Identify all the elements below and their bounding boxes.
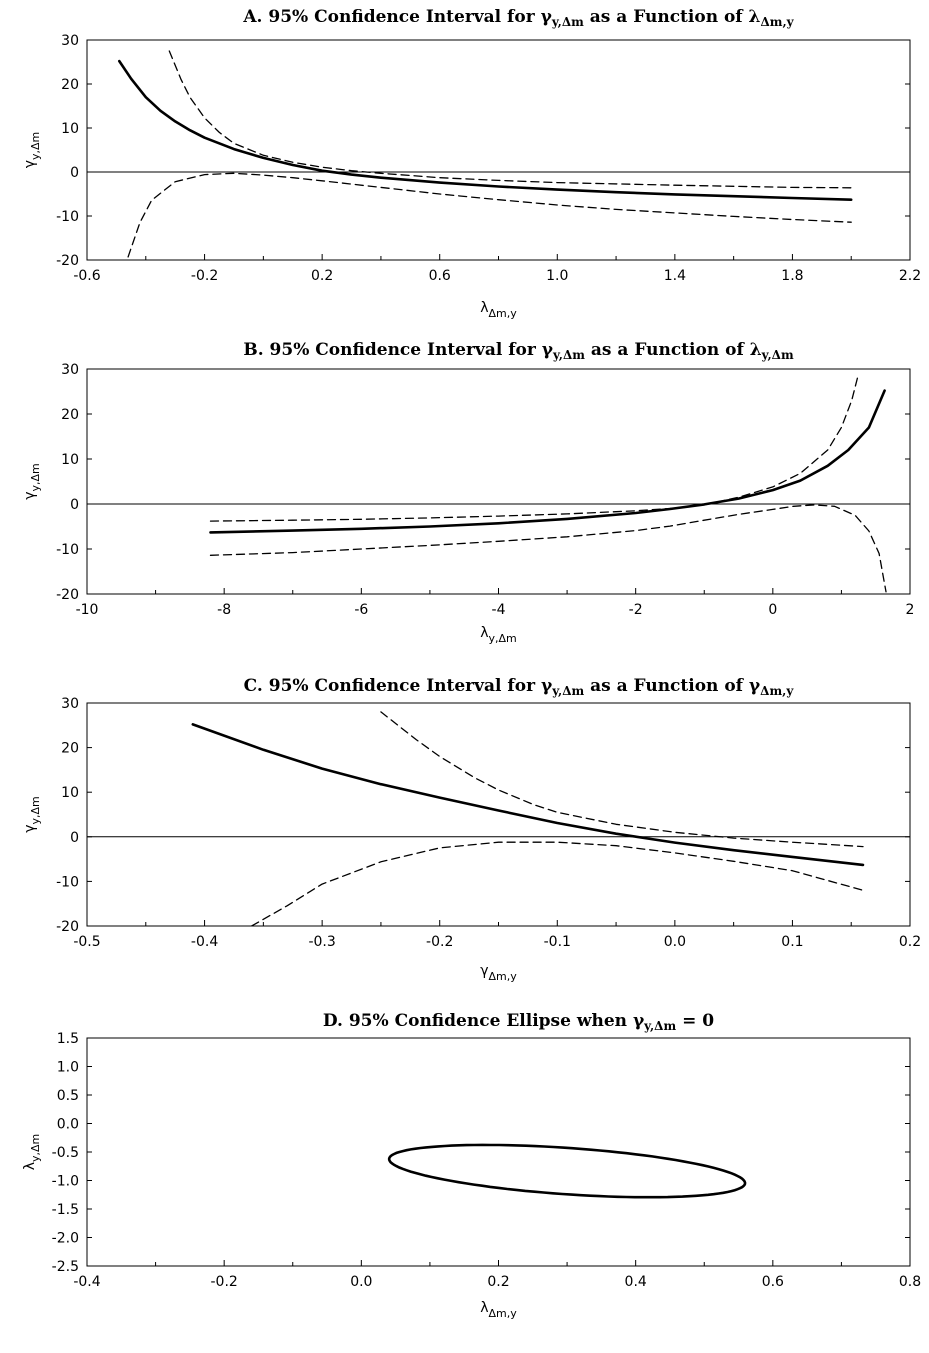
y-axis-label-a: γy,Δm xyxy=(22,132,42,169)
y-tick-label: -2.0 xyxy=(52,1231,79,1247)
x-tick-label: 1.8 xyxy=(781,268,803,284)
y-tick-label: -1.0 xyxy=(52,1174,79,1190)
y-tick-label: -20 xyxy=(56,253,79,269)
y-axis-label-d: λy,Δm xyxy=(22,1134,42,1171)
estimate-line-b-0 xyxy=(209,389,886,534)
chart-title-c: C. 95% Confidence Interval for γy,Δm​ as… xyxy=(244,676,795,698)
y-tick-label: 20 xyxy=(61,77,79,93)
estimate-line-a-0 xyxy=(118,59,853,201)
x-tick-label: 0 xyxy=(768,602,777,618)
plot-frame-c xyxy=(86,702,911,927)
confidence-bound-line-a-2 xyxy=(127,172,852,258)
panel-a: A. 95% Confidence Interval for γy,Δm​ as… xyxy=(0,0,929,325)
chart-c: C. 95% Confidence Interval for γy,Δm​ as… xyxy=(22,676,921,983)
y-tick-label: 0 xyxy=(70,497,79,513)
x-axis-label-d: λΔm,y xyxy=(480,1300,517,1320)
y-axis-label-b: γy,Δm xyxy=(22,463,42,500)
y-tick-label: 1.5 xyxy=(57,1031,79,1047)
confidence-bound-line-c-2 xyxy=(250,841,864,926)
chart-title-b: B. 95% Confidence Interval for γy,Δm​ as… xyxy=(243,340,794,362)
x-tick-label: -10 xyxy=(76,602,99,618)
y-tick-label: 10 xyxy=(61,121,79,137)
x-tick-label: -2 xyxy=(629,602,643,618)
x-tick-label: -0.2 xyxy=(191,268,218,284)
x-tick-label: 2.2 xyxy=(899,268,921,284)
x-tick-label: -0.4 xyxy=(191,934,218,950)
confidence-bound-line-b-2 xyxy=(209,504,887,593)
x-tick-label: 0.0 xyxy=(350,1274,372,1290)
y-tick-label: -20 xyxy=(56,587,79,603)
y-tick-label: 1.0 xyxy=(57,1060,79,1076)
y-tick-label: 30 xyxy=(61,33,79,49)
x-axis-label-c: γΔm,y xyxy=(480,963,517,983)
x-tick-label: 0.8 xyxy=(899,1274,921,1290)
x-tick-label: 0.6 xyxy=(429,268,451,284)
y-tick-label: 30 xyxy=(61,696,79,712)
x-tick-label: -0.4 xyxy=(73,1274,100,1290)
y-tick-label: 20 xyxy=(61,407,79,423)
x-tick-label: -0.6 xyxy=(73,268,100,284)
y-tick-label: -10 xyxy=(56,209,79,225)
x-tick-label: 0.2 xyxy=(311,268,333,284)
x-tick-label: -4 xyxy=(492,602,506,618)
y-tick-label: 20 xyxy=(61,741,79,757)
x-tick-label: 0.2 xyxy=(487,1274,509,1290)
y-tick-label: 0.5 xyxy=(57,1088,79,1104)
y-tick-label: 10 xyxy=(61,785,79,801)
y-tick-label: 10 xyxy=(61,452,79,468)
x-tick-label: 0.0 xyxy=(664,934,686,950)
x-tick-label: -0.5 xyxy=(73,934,100,950)
y-tick-label: -0.5 xyxy=(52,1145,79,1161)
confidence-ellipse xyxy=(387,1143,747,1199)
confidence-bound-line-c-1 xyxy=(380,711,864,848)
plot-frame-a xyxy=(86,39,911,261)
x-tick-label: -0.3 xyxy=(308,934,335,950)
x-axis-label-b: λy,Δm xyxy=(480,625,517,645)
y-tick-label: -10 xyxy=(56,542,79,558)
chart-title-a: A. 95% Confidence Interval for γy,Δm​ as… xyxy=(242,7,794,29)
x-tick-label: 1.4 xyxy=(664,268,686,284)
chart-d: D. 95% Confidence Ellipse when γy,Δm​ = … xyxy=(22,1011,921,1320)
confidence-bound-line-a-1 xyxy=(168,50,852,189)
y-tick-label: 0 xyxy=(70,830,79,846)
chart-b: B. 95% Confidence Interval for γy,Δm​ as… xyxy=(22,340,915,645)
x-tick-label: -6 xyxy=(354,602,368,618)
y-tick-label: -20 xyxy=(56,919,79,935)
panel-b: B. 95% Confidence Interval for γy,Δm​ as… xyxy=(0,335,929,655)
estimate-line-c-0 xyxy=(191,723,865,867)
plot-frame-d xyxy=(86,1037,911,1267)
x-tick-label: 2 xyxy=(906,602,915,618)
x-tick-label: -0.2 xyxy=(426,934,453,950)
y-tick-label: 0 xyxy=(70,165,79,181)
x-tick-label: -0.1 xyxy=(544,934,571,950)
panel-c: C. 95% Confidence Interval for γy,Δm​ as… xyxy=(0,667,929,987)
confidence-bound-line-b-1 xyxy=(209,372,860,522)
y-tick-label: -2.5 xyxy=(52,1259,79,1275)
x-axis-label-a: λΔm,y xyxy=(480,300,517,320)
y-tick-label: -1.5 xyxy=(52,1202,79,1218)
y-tick-label: 30 xyxy=(61,362,79,378)
y-tick-label: 0.0 xyxy=(57,1117,79,1133)
x-tick-label: 1.0 xyxy=(546,268,568,284)
chart-a: A. 95% Confidence Interval for γy,Δm​ as… xyxy=(22,7,921,320)
x-tick-label: -8 xyxy=(217,602,231,618)
panel-d: D. 95% Confidence Ellipse when γy,Δm​ = … xyxy=(0,998,929,1343)
x-tick-label: -0.2 xyxy=(211,1274,238,1290)
y-axis-label-c: γy,Δm xyxy=(22,796,42,833)
x-tick-label: 0.2 xyxy=(899,934,921,950)
x-tick-label: 0.1 xyxy=(781,934,803,950)
plot-frame-b xyxy=(86,368,911,595)
x-tick-label: 0.6 xyxy=(762,1274,784,1290)
y-tick-label: -10 xyxy=(56,874,79,890)
x-tick-label: 0.4 xyxy=(625,1274,647,1290)
chart-title-d: D. 95% Confidence Ellipse when γy,Δm​ = … xyxy=(323,1011,714,1033)
